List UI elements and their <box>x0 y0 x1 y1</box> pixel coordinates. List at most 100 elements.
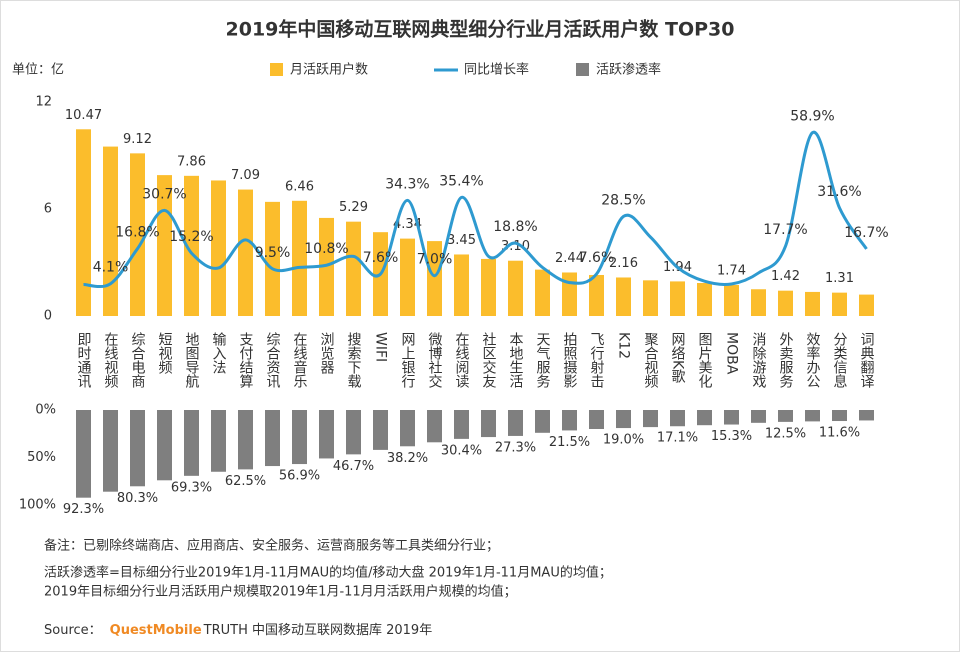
y-tick-label: 6 <box>44 202 52 217</box>
x-tick-label: 飞行射击 <box>589 332 605 388</box>
bar <box>751 410 766 423</box>
source: Source： QuestMobile TRUTH 中国移动互联网数据库 2019年 <box>44 622 432 638</box>
data-label: 35.4% <box>439 173 483 189</box>
bar <box>589 410 604 429</box>
data-label: 7.0% <box>417 252 453 268</box>
bar <box>130 153 145 316</box>
data-label: 30.7% <box>142 186 186 202</box>
line <box>83 131 868 289</box>
y3-tick-label: 100% <box>19 498 56 513</box>
data-label: 9.5% <box>255 245 291 261</box>
bar <box>76 410 91 498</box>
bar <box>508 260 523 316</box>
bar <box>238 189 253 316</box>
data-label: 10.47 <box>65 108 102 123</box>
chart-title: 2019年中国移动互联网典型细分行业月活跃用户数 TOP30 <box>226 18 735 41</box>
x-tick-label: 网上银行 <box>400 332 416 389</box>
data-label: 16.7% <box>844 225 888 241</box>
bar <box>643 280 658 316</box>
data-label: 16.8% <box>115 225 159 241</box>
bar <box>724 410 739 425</box>
data-label: 31.6% <box>817 184 861 200</box>
data-label: 15.3% <box>711 429 752 444</box>
x-tick-label: 图片美化 <box>697 332 713 389</box>
data-label: 1.74 <box>717 263 746 278</box>
bar <box>508 410 523 436</box>
x-tick-label: 搜索下载 <box>346 332 362 389</box>
bar <box>346 221 361 316</box>
data-label: 1.31 <box>825 271 854 286</box>
x-tick-label: 分类信息 <box>832 332 848 388</box>
data-label: 12.5% <box>765 426 806 441</box>
data-label: 46.7% <box>333 459 374 474</box>
bar <box>859 410 874 421</box>
bar <box>805 410 820 422</box>
bar <box>805 291 820 316</box>
data-label: 11.6% <box>819 426 860 441</box>
bar <box>103 410 118 492</box>
bar <box>670 281 685 316</box>
x-tick-label: 天气服务 <box>535 332 551 388</box>
bar <box>76 129 91 316</box>
bar <box>130 410 145 487</box>
bar <box>643 410 658 428</box>
bar <box>211 410 226 472</box>
bar <box>292 410 307 465</box>
data-label: 15.2% <box>169 229 213 245</box>
x-tick-label: 外卖服务 <box>778 332 794 388</box>
bar <box>751 289 766 316</box>
note: 2019年目标细分行业月活跃用户规模取2019年1月-11月月活跃用户规模的均值… <box>44 584 517 600</box>
data-label: 58.9% <box>790 109 834 125</box>
x-tick-label: K12 <box>616 332 632 359</box>
x-tick-label: 浏览器 <box>319 332 335 374</box>
note: 活跃渗透率=目标细分行业2019年1月-11月MAU的均值/移动大盘 2019年… <box>44 565 612 581</box>
data-label: 62.5% <box>225 474 266 489</box>
bar <box>184 410 199 476</box>
bar <box>832 292 847 316</box>
bar <box>616 410 631 429</box>
bar <box>778 290 793 316</box>
source-rest: TRUTH 中国移动互联网数据库 2019年 <box>203 622 433 638</box>
data-label: 7.6% <box>579 250 615 266</box>
x-tick-label: WIFI <box>373 332 389 362</box>
bar <box>292 200 307 316</box>
x-tick-label: 即时通讯 <box>76 332 92 389</box>
y-tick-label: 0 <box>44 309 52 324</box>
data-label: 7.6% <box>363 250 399 266</box>
data-label: 21.5% <box>549 435 590 450</box>
data-label: 4.34 <box>393 217 422 232</box>
legend-label: 活跃渗透率 <box>596 62 661 78</box>
legend-label: 同比增长率 <box>464 62 529 78</box>
data-label: 7.86 <box>177 154 206 169</box>
bar <box>265 410 280 467</box>
x-tick-label: 支付结算 <box>238 332 254 388</box>
data-label: 28.5% <box>601 192 645 208</box>
bar <box>427 410 442 443</box>
bar <box>454 410 469 439</box>
data-label: 27.3% <box>495 440 536 455</box>
x-tick-label: 综合资讯 <box>265 332 281 389</box>
x-tick-label: 拍照摄影 <box>562 332 578 388</box>
data-label: 30.4% <box>441 443 482 458</box>
data-label: 17.1% <box>657 431 698 446</box>
x-tick-label: 社区交友 <box>481 332 497 388</box>
bar <box>562 410 577 431</box>
data-label: 1.42 <box>771 269 800 284</box>
bar <box>427 241 442 316</box>
bar <box>400 410 415 447</box>
bar <box>481 258 496 316</box>
legend-swatch <box>576 63 589 76</box>
bar <box>724 284 739 316</box>
bar <box>670 410 685 427</box>
data-label: 69.3% <box>171 480 212 495</box>
data-label: 10.8% <box>304 241 348 257</box>
bar <box>319 217 334 316</box>
bar <box>103 146 118 316</box>
data-label: 18.8% <box>493 219 537 235</box>
data-label: 56.9% <box>279 469 320 484</box>
bar <box>832 410 847 422</box>
x-tick-label: 在线视频 <box>103 332 119 388</box>
y3-tick-label: 50% <box>27 450 56 465</box>
